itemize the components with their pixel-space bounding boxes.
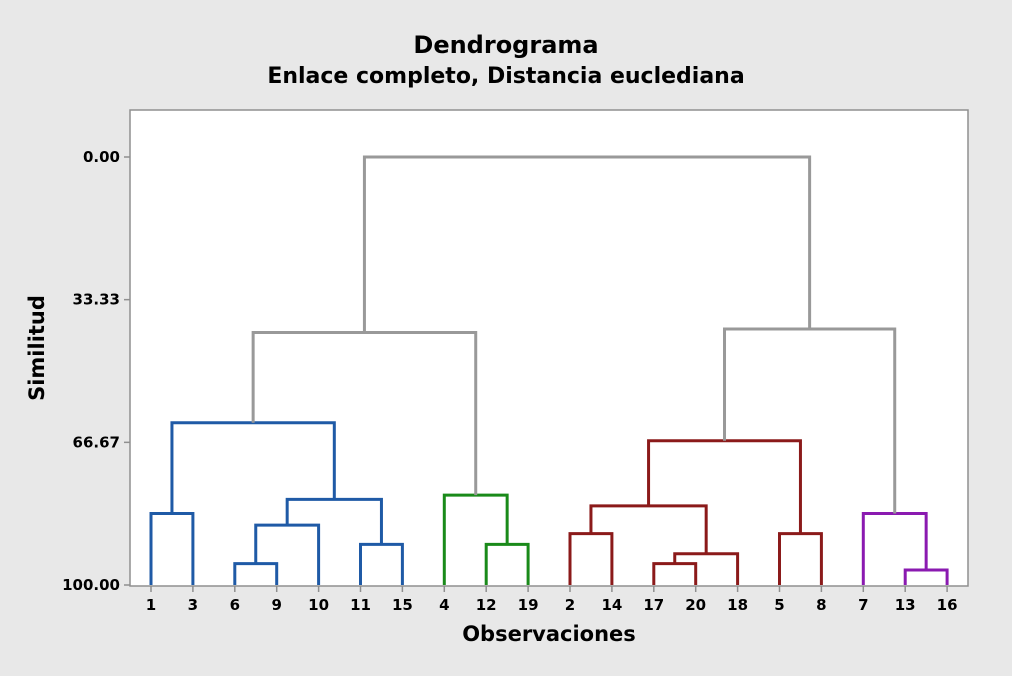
chart-title: Dendrograma (413, 31, 598, 59)
x-tick-label: 13 (895, 596, 916, 614)
dendrogram-link (362, 155, 812, 333)
y-axis-label: Similitud (25, 295, 49, 401)
y-tick-label: 66.67 (73, 433, 120, 451)
x-tick-label: 5 (774, 596, 784, 614)
x-tick-label: 12 (476, 596, 497, 614)
x-tick-label: 16 (937, 596, 958, 614)
x-tick-label: 8 (816, 596, 826, 614)
y-tick-label: 100.00 (62, 576, 120, 594)
x-tick-label: 15 (392, 596, 413, 614)
x-tick-label: 1 (146, 596, 156, 614)
x-tick-label: 11 (350, 596, 371, 614)
y-axis-ticks: 0.00 33.33 66.67 100.00 (62, 148, 130, 594)
y-tick-label: 0.00 (83, 148, 120, 166)
x-tick-label: 14 (601, 596, 622, 614)
x-axis-ticks: 1 3 6 9 10 11 15 4 12 19 2 14 17 20 18 5 8 7 13 16 (146, 586, 958, 614)
x-tick-label: 9 (271, 596, 281, 614)
x-tick-label: 18 (727, 596, 748, 614)
chart-subtitle: Enlace completo, Distancia euclediana (267, 64, 744, 89)
plot-area (129, 109, 969, 587)
x-axis-label: Observaciones (462, 622, 636, 646)
x-tick-label: 3 (188, 596, 198, 614)
x-tick-label: 10 (308, 596, 329, 614)
y-tick-label: 33.33 (73, 291, 120, 309)
x-tick-label: 7 (858, 596, 868, 614)
x-tick-label: 19 (518, 596, 539, 614)
x-tick-label: 2 (565, 596, 575, 614)
x-tick-label: 6 (230, 596, 240, 614)
dendrogram-links (149, 155, 949, 585)
x-tick-label: 4 (439, 596, 449, 614)
x-tick-label: 20 (685, 596, 706, 614)
x-tick-label: 17 (643, 596, 664, 614)
